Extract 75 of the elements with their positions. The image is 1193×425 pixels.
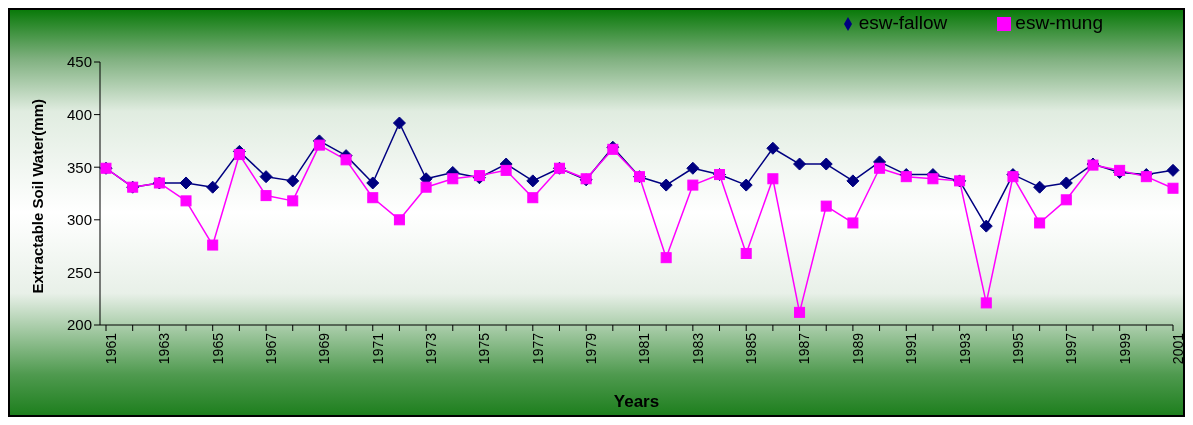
x-tick-label: 1983 <box>689 332 706 365</box>
point <box>1034 217 1046 229</box>
y-tick-label: 450 <box>66 53 92 71</box>
point <box>686 161 700 175</box>
x-tick-label: 1993 <box>956 332 973 365</box>
point <box>659 178 673 192</box>
point <box>207 239 219 251</box>
x-tick-label: 1997 <box>1063 332 1080 365</box>
x-tick-label: 1995 <box>1009 332 1026 365</box>
point <box>740 247 752 259</box>
legend-label: esw-mung <box>1015 12 1103 33</box>
x-tick-label: 1979 <box>583 332 600 365</box>
legend-label: esw-fallow <box>858 12 948 33</box>
point <box>979 219 993 233</box>
point <box>847 217 859 229</box>
y-tick-label: 250 <box>66 263 92 281</box>
point <box>287 195 299 207</box>
point <box>420 181 432 193</box>
point <box>392 116 406 130</box>
point <box>179 176 193 190</box>
x-tick-label: 1987 <box>796 332 813 365</box>
x-tick-label: 1963 <box>156 332 173 365</box>
y-tick-label: 400 <box>66 105 92 123</box>
y-axis-title: Extractable Soil Water(mm) <box>29 99 47 294</box>
y-tick-label: 300 <box>66 211 92 229</box>
point <box>260 190 272 202</box>
x-tick-label: 1985 <box>743 332 760 365</box>
y-tick-label: 350 <box>66 158 92 176</box>
x-tick-label: 1967 <box>262 332 279 365</box>
point <box>739 178 753 192</box>
point <box>767 173 779 185</box>
x-tick-label: 1977 <box>529 332 546 365</box>
point <box>1059 176 1073 190</box>
point <box>313 139 325 151</box>
point <box>766 141 780 155</box>
point <box>206 180 220 194</box>
point <box>793 157 807 171</box>
x-tick-label: 1971 <box>369 332 386 365</box>
point <box>1166 163 1180 177</box>
point <box>687 179 699 191</box>
point <box>527 192 539 204</box>
point <box>367 192 379 204</box>
x-tick-label: 1965 <box>209 332 226 365</box>
x-tick-label: 1981 <box>636 332 653 365</box>
point <box>1033 180 1047 194</box>
point <box>874 162 886 174</box>
x-tick-label: 1999 <box>1116 332 1133 365</box>
x-axis-title: Years <box>613 392 660 411</box>
x-tick-label: 1973 <box>423 332 440 365</box>
point <box>846 174 860 188</box>
point <box>393 214 405 226</box>
point <box>1167 182 1179 194</box>
point <box>526 174 540 188</box>
point <box>1060 194 1072 206</box>
point <box>233 149 245 161</box>
point <box>286 174 300 188</box>
point <box>366 176 380 190</box>
point <box>927 173 939 185</box>
point <box>820 200 832 212</box>
x-tick-label: 1989 <box>849 332 866 365</box>
x-tick-label: 1975 <box>476 332 493 365</box>
x-tick-label: 2001 <box>1169 332 1186 365</box>
y-tick-label: 200 <box>66 316 92 334</box>
point <box>794 306 806 318</box>
point <box>980 297 992 309</box>
x-tick-label: 1961 <box>102 332 119 365</box>
x-tick-label: 1969 <box>316 332 333 365</box>
point <box>259 170 273 184</box>
point <box>500 164 512 176</box>
x-tick-label: 1991 <box>903 332 920 365</box>
point <box>180 195 192 207</box>
point <box>660 252 672 264</box>
point <box>447 173 459 185</box>
point <box>340 154 352 166</box>
point <box>819 157 833 171</box>
